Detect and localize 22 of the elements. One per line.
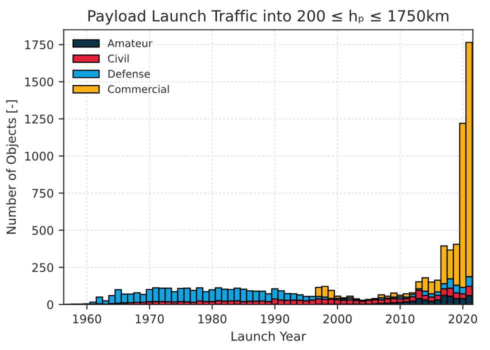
y-tick-label: 500: [32, 226, 54, 235]
y-tick-label: 250: [32, 263, 54, 272]
y-tick-label: 1750: [25, 40, 54, 50]
chart-title: Payload Launch Traffic into 200 ≤ hₚ ≤ 1750km: [88, 10, 448, 25]
x-tick-label: 1980: [198, 314, 226, 324]
y-tick-label: 1250: [25, 114, 54, 124]
x-axis-title: Launch Year: [232, 331, 306, 341]
x-tick-label: 2000: [323, 314, 352, 324]
y-tick-label: 1500: [25, 77, 54, 86]
x-tick-label: 1990: [261, 314, 290, 324]
x-tick-label: 2020: [448, 314, 478, 324]
y-tick-label: 750: [32, 188, 54, 198]
legend-label: Amateur: [108, 39, 152, 48]
legend-label: Defense: [108, 70, 150, 78]
legend-label: Commercial: [108, 84, 169, 94]
legend-label: Civil: [108, 54, 129, 62]
y-tick-label: 0: [47, 300, 54, 310]
x-tick-label: 1970: [136, 314, 164, 324]
y-axis-title: Number of Objects [-]: [6, 100, 18, 234]
y-tick-label: 1000: [25, 152, 54, 161]
x-tick-label: 2010: [386, 314, 414, 324]
x-tick-label: 1960: [73, 314, 102, 324]
